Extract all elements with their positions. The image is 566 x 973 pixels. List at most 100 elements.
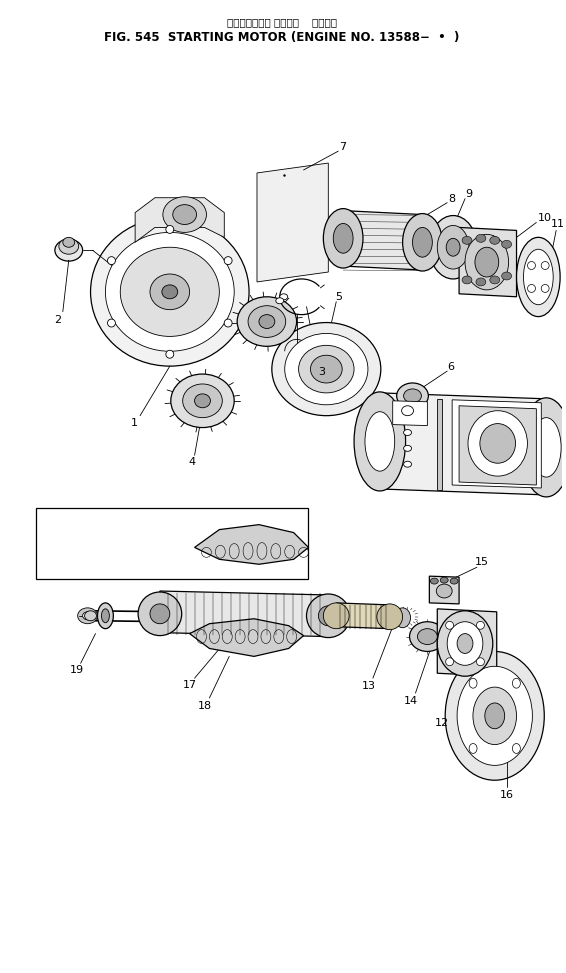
Text: 14: 14: [404, 696, 418, 706]
Ellipse shape: [166, 226, 174, 234]
Ellipse shape: [485, 703, 505, 729]
Polygon shape: [438, 399, 442, 490]
Ellipse shape: [462, 236, 472, 244]
Text: 4: 4: [188, 457, 195, 467]
Polygon shape: [459, 228, 517, 297]
Polygon shape: [190, 619, 303, 657]
Text: 18: 18: [198, 701, 212, 711]
Polygon shape: [459, 406, 537, 485]
Ellipse shape: [59, 238, 79, 254]
Polygon shape: [160, 591, 328, 636]
Ellipse shape: [528, 284, 535, 293]
Ellipse shape: [404, 429, 411, 436]
Polygon shape: [393, 401, 427, 425]
Polygon shape: [430, 576, 459, 604]
Ellipse shape: [276, 298, 284, 304]
Ellipse shape: [105, 233, 234, 351]
Ellipse shape: [319, 606, 338, 626]
Ellipse shape: [162, 285, 178, 299]
Ellipse shape: [512, 678, 520, 688]
Ellipse shape: [224, 257, 232, 265]
Ellipse shape: [445, 622, 453, 630]
Ellipse shape: [97, 603, 113, 629]
Text: 8: 8: [449, 194, 456, 203]
Ellipse shape: [84, 611, 96, 621]
Ellipse shape: [531, 417, 561, 477]
Text: 15: 15: [475, 558, 489, 567]
Ellipse shape: [501, 272, 512, 280]
Ellipse shape: [402, 406, 414, 415]
Text: 10: 10: [538, 212, 552, 223]
Ellipse shape: [418, 629, 438, 644]
Ellipse shape: [469, 743, 477, 753]
Ellipse shape: [445, 658, 453, 666]
Polygon shape: [135, 198, 224, 242]
Ellipse shape: [272, 322, 381, 415]
Polygon shape: [438, 609, 497, 676]
Ellipse shape: [354, 392, 406, 491]
Ellipse shape: [476, 278, 486, 286]
Ellipse shape: [285, 334, 368, 405]
Text: FIG. 545  STARTING MOTOR (ENGINE NO. 13588−  •  ): FIG. 545 STARTING MOTOR (ENGINE NO. 1358…: [104, 31, 460, 44]
Polygon shape: [36, 508, 308, 579]
Ellipse shape: [78, 608, 97, 624]
Ellipse shape: [438, 226, 469, 270]
Ellipse shape: [397, 383, 428, 409]
Ellipse shape: [473, 687, 517, 744]
Polygon shape: [380, 393, 546, 495]
Ellipse shape: [462, 276, 472, 284]
Text: 9: 9: [465, 189, 473, 198]
Ellipse shape: [63, 237, 75, 247]
Ellipse shape: [163, 197, 207, 233]
Ellipse shape: [166, 350, 174, 358]
Ellipse shape: [404, 461, 411, 467]
Ellipse shape: [83, 612, 92, 620]
Ellipse shape: [413, 228, 432, 257]
Ellipse shape: [524, 249, 553, 305]
Ellipse shape: [150, 274, 190, 309]
Ellipse shape: [323, 208, 363, 268]
Ellipse shape: [541, 262, 549, 270]
Ellipse shape: [377, 604, 402, 630]
Ellipse shape: [446, 238, 460, 256]
Ellipse shape: [475, 247, 499, 277]
Ellipse shape: [436, 584, 452, 598]
Text: 12: 12: [435, 718, 449, 728]
Ellipse shape: [404, 389, 422, 403]
Ellipse shape: [490, 236, 500, 244]
Ellipse shape: [469, 678, 477, 688]
Ellipse shape: [438, 611, 493, 676]
Text: 19: 19: [70, 666, 84, 675]
Ellipse shape: [457, 633, 473, 654]
Text: 16: 16: [500, 790, 513, 800]
Ellipse shape: [521, 398, 566, 497]
Ellipse shape: [465, 234, 509, 290]
Text: 2: 2: [54, 314, 62, 325]
Ellipse shape: [108, 319, 115, 327]
Text: 17: 17: [183, 680, 196, 690]
Ellipse shape: [150, 604, 170, 624]
Polygon shape: [452, 400, 541, 488]
Ellipse shape: [447, 622, 483, 666]
Ellipse shape: [365, 412, 395, 471]
Polygon shape: [195, 524, 308, 564]
Ellipse shape: [477, 658, 484, 666]
Ellipse shape: [101, 609, 109, 623]
Ellipse shape: [183, 384, 222, 417]
Polygon shape: [336, 603, 390, 629]
Ellipse shape: [528, 262, 535, 270]
Polygon shape: [257, 163, 328, 282]
Ellipse shape: [173, 204, 196, 225]
Text: スターティング モーター    適用号機: スターティング モーター 適用号機: [227, 18, 337, 27]
Ellipse shape: [224, 319, 232, 327]
Ellipse shape: [259, 314, 275, 329]
Ellipse shape: [323, 603, 349, 629]
Ellipse shape: [91, 218, 249, 366]
Ellipse shape: [430, 216, 477, 279]
Ellipse shape: [490, 276, 500, 284]
Text: 7: 7: [338, 142, 346, 152]
Ellipse shape: [120, 247, 220, 337]
Ellipse shape: [457, 667, 533, 766]
Ellipse shape: [248, 306, 286, 338]
Polygon shape: [343, 210, 422, 270]
